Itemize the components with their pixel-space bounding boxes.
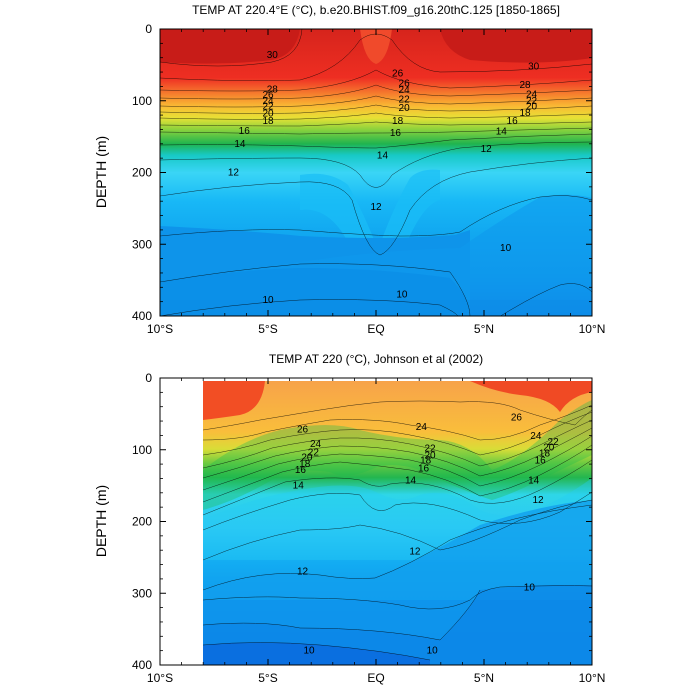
top-contour-label: 26 [392, 68, 404, 79]
top-contour-label: 14 [496, 127, 508, 138]
top-contour-label: 22 [399, 94, 411, 105]
top-x-tick-label: EQ [367, 322, 384, 336]
bottom-contour-label: 12 [532, 495, 544, 506]
bottom-contour-label: 16 [418, 463, 430, 474]
bottom-contour-label: 14 [528, 476, 540, 487]
bottom-contour-label: 22 [548, 437, 560, 448]
top-contour-label: 28 [519, 80, 531, 91]
top-contour-label: 20 [526, 101, 538, 112]
bottom-contour-label: 12 [297, 567, 309, 578]
bottom-y-tick-label: 300 [132, 586, 152, 600]
top-contour-label: 22 [262, 101, 274, 112]
bottom-contour-label: 24 [530, 431, 542, 442]
top-y-tick-label: 0 [145, 22, 152, 36]
bottom-y-axis-label: DEPTH (m) [93, 485, 109, 557]
bottom-contour-label: 24 [310, 439, 322, 450]
top-contour-label: 10 [262, 295, 274, 306]
bottom-contour-label: 20 [424, 450, 436, 461]
bottom-x-tick-label: EQ [367, 671, 384, 685]
bottom-contour-label: 16 [295, 465, 307, 476]
bottom-contour-label: 20 [301, 453, 313, 464]
top-panel-title: TEMP AT 220.4°E (°C), b.e20.BHIST.f09_g1… [192, 3, 560, 17]
top-x-tick-label: 10°S [147, 322, 173, 336]
top-contour-fill [160, 29, 592, 316]
bottom-contour-label: 10 [524, 583, 536, 594]
bottom-contour-label: 14 [405, 476, 417, 487]
top-y-tick-label: 300 [132, 237, 152, 251]
top-axis-ticks: 10°S 5°S EQ 5°N 10°N 0 100 200 300 400 [132, 22, 605, 336]
bottom-contour-label: 20 [543, 443, 555, 454]
top-y-tick-label: 100 [132, 94, 152, 108]
top-y-tick-label: 400 [132, 309, 152, 323]
bottom-x-tick-label: 5°N [474, 671, 494, 685]
bottom-x-tick-label: 5°S [258, 671, 277, 685]
top-contour-label: 10 [500, 243, 512, 254]
bottom-contour-label: 22 [424, 443, 436, 454]
top-contour-panel: TEMP AT 220.4°E (°C), b.e20.BHIST.f09_g1… [93, 3, 605, 336]
top-contour-label: 30 [267, 50, 279, 61]
top-contour-label: 18 [392, 116, 404, 127]
bottom-y-tick-label: 400 [132, 658, 152, 672]
top-contour-label: 12 [481, 144, 493, 155]
top-y-axis-label: DEPTH (m) [93, 136, 109, 208]
top-y-tick-label: 200 [132, 166, 152, 180]
top-contour-label: 24 [526, 89, 538, 100]
top-contour-label: 16 [390, 128, 402, 139]
bottom-contour-labels: 2624222018161424262220181614121416182022… [293, 412, 559, 656]
top-contour-label: 16 [507, 116, 519, 127]
top-contour-label: 28 [267, 84, 279, 95]
bottom-contour-label: 12 [409, 547, 421, 558]
bottom-contour-label: 14 [293, 481, 305, 492]
bottom-y-tick-label: 100 [132, 443, 152, 457]
top-contour-label: 12 [370, 202, 382, 213]
top-contour-label: 18 [262, 116, 274, 127]
top-contour-label: 26 [262, 90, 274, 101]
bottom-contour-label: 18 [299, 459, 311, 470]
top-x-tick-label: 5°N [474, 322, 494, 336]
bottom-contour-label: 26 [511, 412, 523, 423]
bottom-contour-label: 16 [535, 456, 547, 467]
bottom-y-tick-label: 200 [132, 515, 152, 529]
bottom-contour-panel: TEMP AT 220 (°C), Johnson et al (2002) [93, 352, 605, 685]
top-contour-label: 14 [377, 150, 389, 161]
bottom-x-tick-label: 10°N [579, 671, 606, 685]
bottom-contour-label: 26 [297, 425, 309, 436]
top-contour-label: 26 [399, 79, 411, 90]
bottom-panel-title: TEMP AT 220 (°C), Johnson et al (2002) [269, 352, 483, 366]
bottom-contour-label: 18 [539, 448, 551, 459]
bottom-contour-label: 18 [420, 456, 432, 467]
bottom-x-tick-label: 10°S [147, 671, 173, 685]
bottom-axis-ticks: 10°S 5°S EQ 5°N 10°N 0 100 200 300 400 [132, 371, 605, 685]
bottom-contour-label: 22 [308, 448, 320, 459]
top-contour-label: 12 [228, 168, 240, 179]
top-contour-label: 22 [526, 96, 538, 107]
top-contour-label: 18 [519, 108, 531, 119]
top-contour-label: 24 [399, 85, 411, 96]
bottom-contour-fill [202, 381, 592, 665]
bottom-contour-label: 10 [427, 646, 439, 657]
bottom-y-tick-label: 0 [145, 371, 152, 385]
top-contour-label: 20 [262, 109, 274, 120]
top-x-tick-label: 10°N [579, 322, 606, 336]
top-x-tick-label: 5°S [258, 322, 277, 336]
top-contour-label: 16 [239, 126, 251, 137]
bottom-contour-label: 10 [303, 646, 315, 657]
top-contour-label: 14 [234, 139, 246, 150]
bottom-contour-label: 24 [416, 422, 428, 433]
top-contour-label: 30 [528, 61, 540, 72]
top-contour-label: 10 [396, 289, 408, 300]
top-contour-labels: 3030282628262422201816141210101214161820… [228, 50, 540, 306]
top-contour-label: 24 [262, 96, 274, 107]
top-contour-label: 20 [399, 103, 411, 114]
